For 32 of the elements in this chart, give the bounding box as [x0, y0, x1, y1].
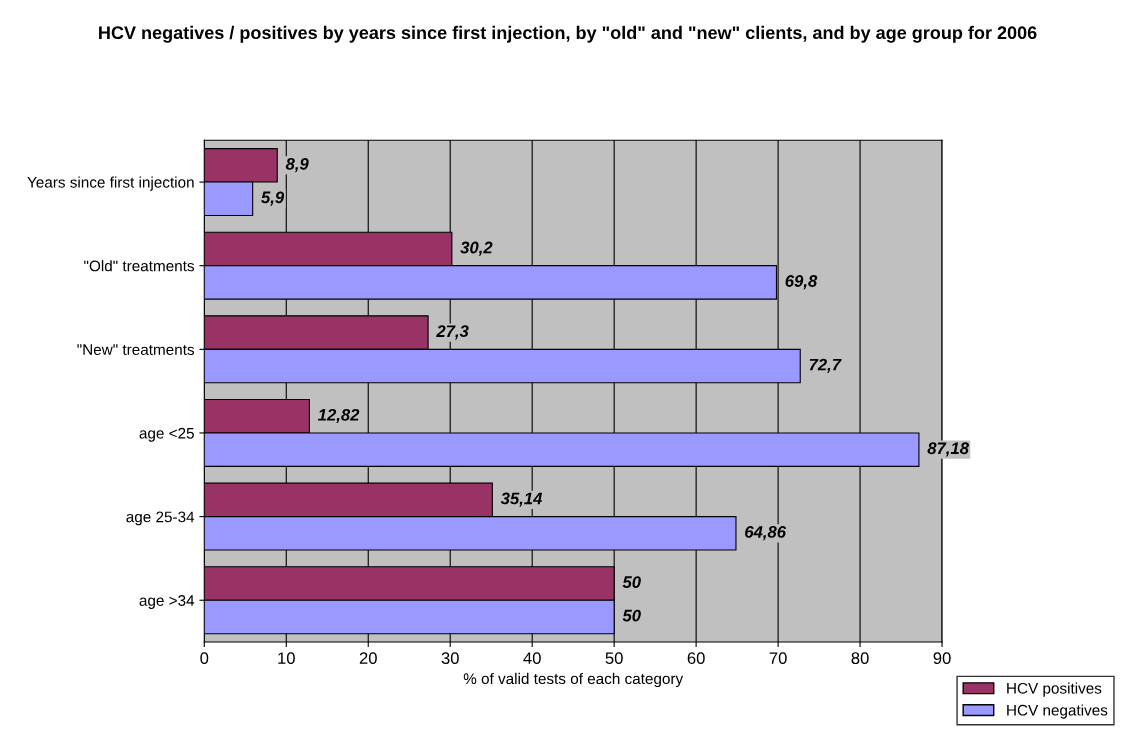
x-tick-label: 60 — [687, 652, 705, 665]
y-tick-label: age 25-34 — [126, 511, 195, 526]
y-tick-label: "Old" treatments — [84, 260, 195, 272]
x-tick-label: 10 — [278, 652, 295, 665]
data-label: 12,82 — [317, 408, 360, 424]
data-label: 5,9 — [261, 191, 285, 206]
x-tick-label: 70 — [769, 652, 787, 665]
x-tick-label: 20 — [359, 652, 377, 665]
y-tick-label: age >34 — [139, 595, 195, 609]
x-axis-title: % of valid tests of each category — [463, 672, 684, 688]
data-label: 30,2 — [460, 241, 493, 256]
x-tick-label: 50 — [605, 652, 623, 665]
y-tick-label: age <25 — [139, 427, 194, 442]
x-tick-label: 0 — [200, 652, 209, 665]
legend-label: HCV positives — [1007, 682, 1102, 697]
data-label: 8,9 — [285, 157, 309, 173]
x-tick-label: 30 — [441, 652, 459, 665]
chart-title: HCV negatives / positives by years since first injection, by "old" and "new" clients, and by age group for 2006 — [99, 25, 1037, 43]
data-label: 35,14 — [500, 492, 543, 507]
x-tick-label: 80 — [851, 652, 869, 665]
data-label: 50 — [622, 609, 641, 622]
legend-label: HCV negatives — [1007, 704, 1108, 719]
data-label: 72,7 — [809, 358, 842, 373]
data-label: 87,18 — [927, 442, 969, 457]
data-label: 69,8 — [785, 275, 818, 290]
x-tick-label: 90 — [933, 652, 951, 665]
data-label: 50 — [622, 576, 641, 588]
y-tick-label: "New" treatments — [77, 344, 195, 356]
data-label: 64,86 — [745, 526, 787, 541]
data-label: 27,3 — [436, 325, 469, 340]
y-tick-label: Years since first injection — [27, 176, 194, 191]
x-tick-label: 40 — [523, 652, 541, 665]
